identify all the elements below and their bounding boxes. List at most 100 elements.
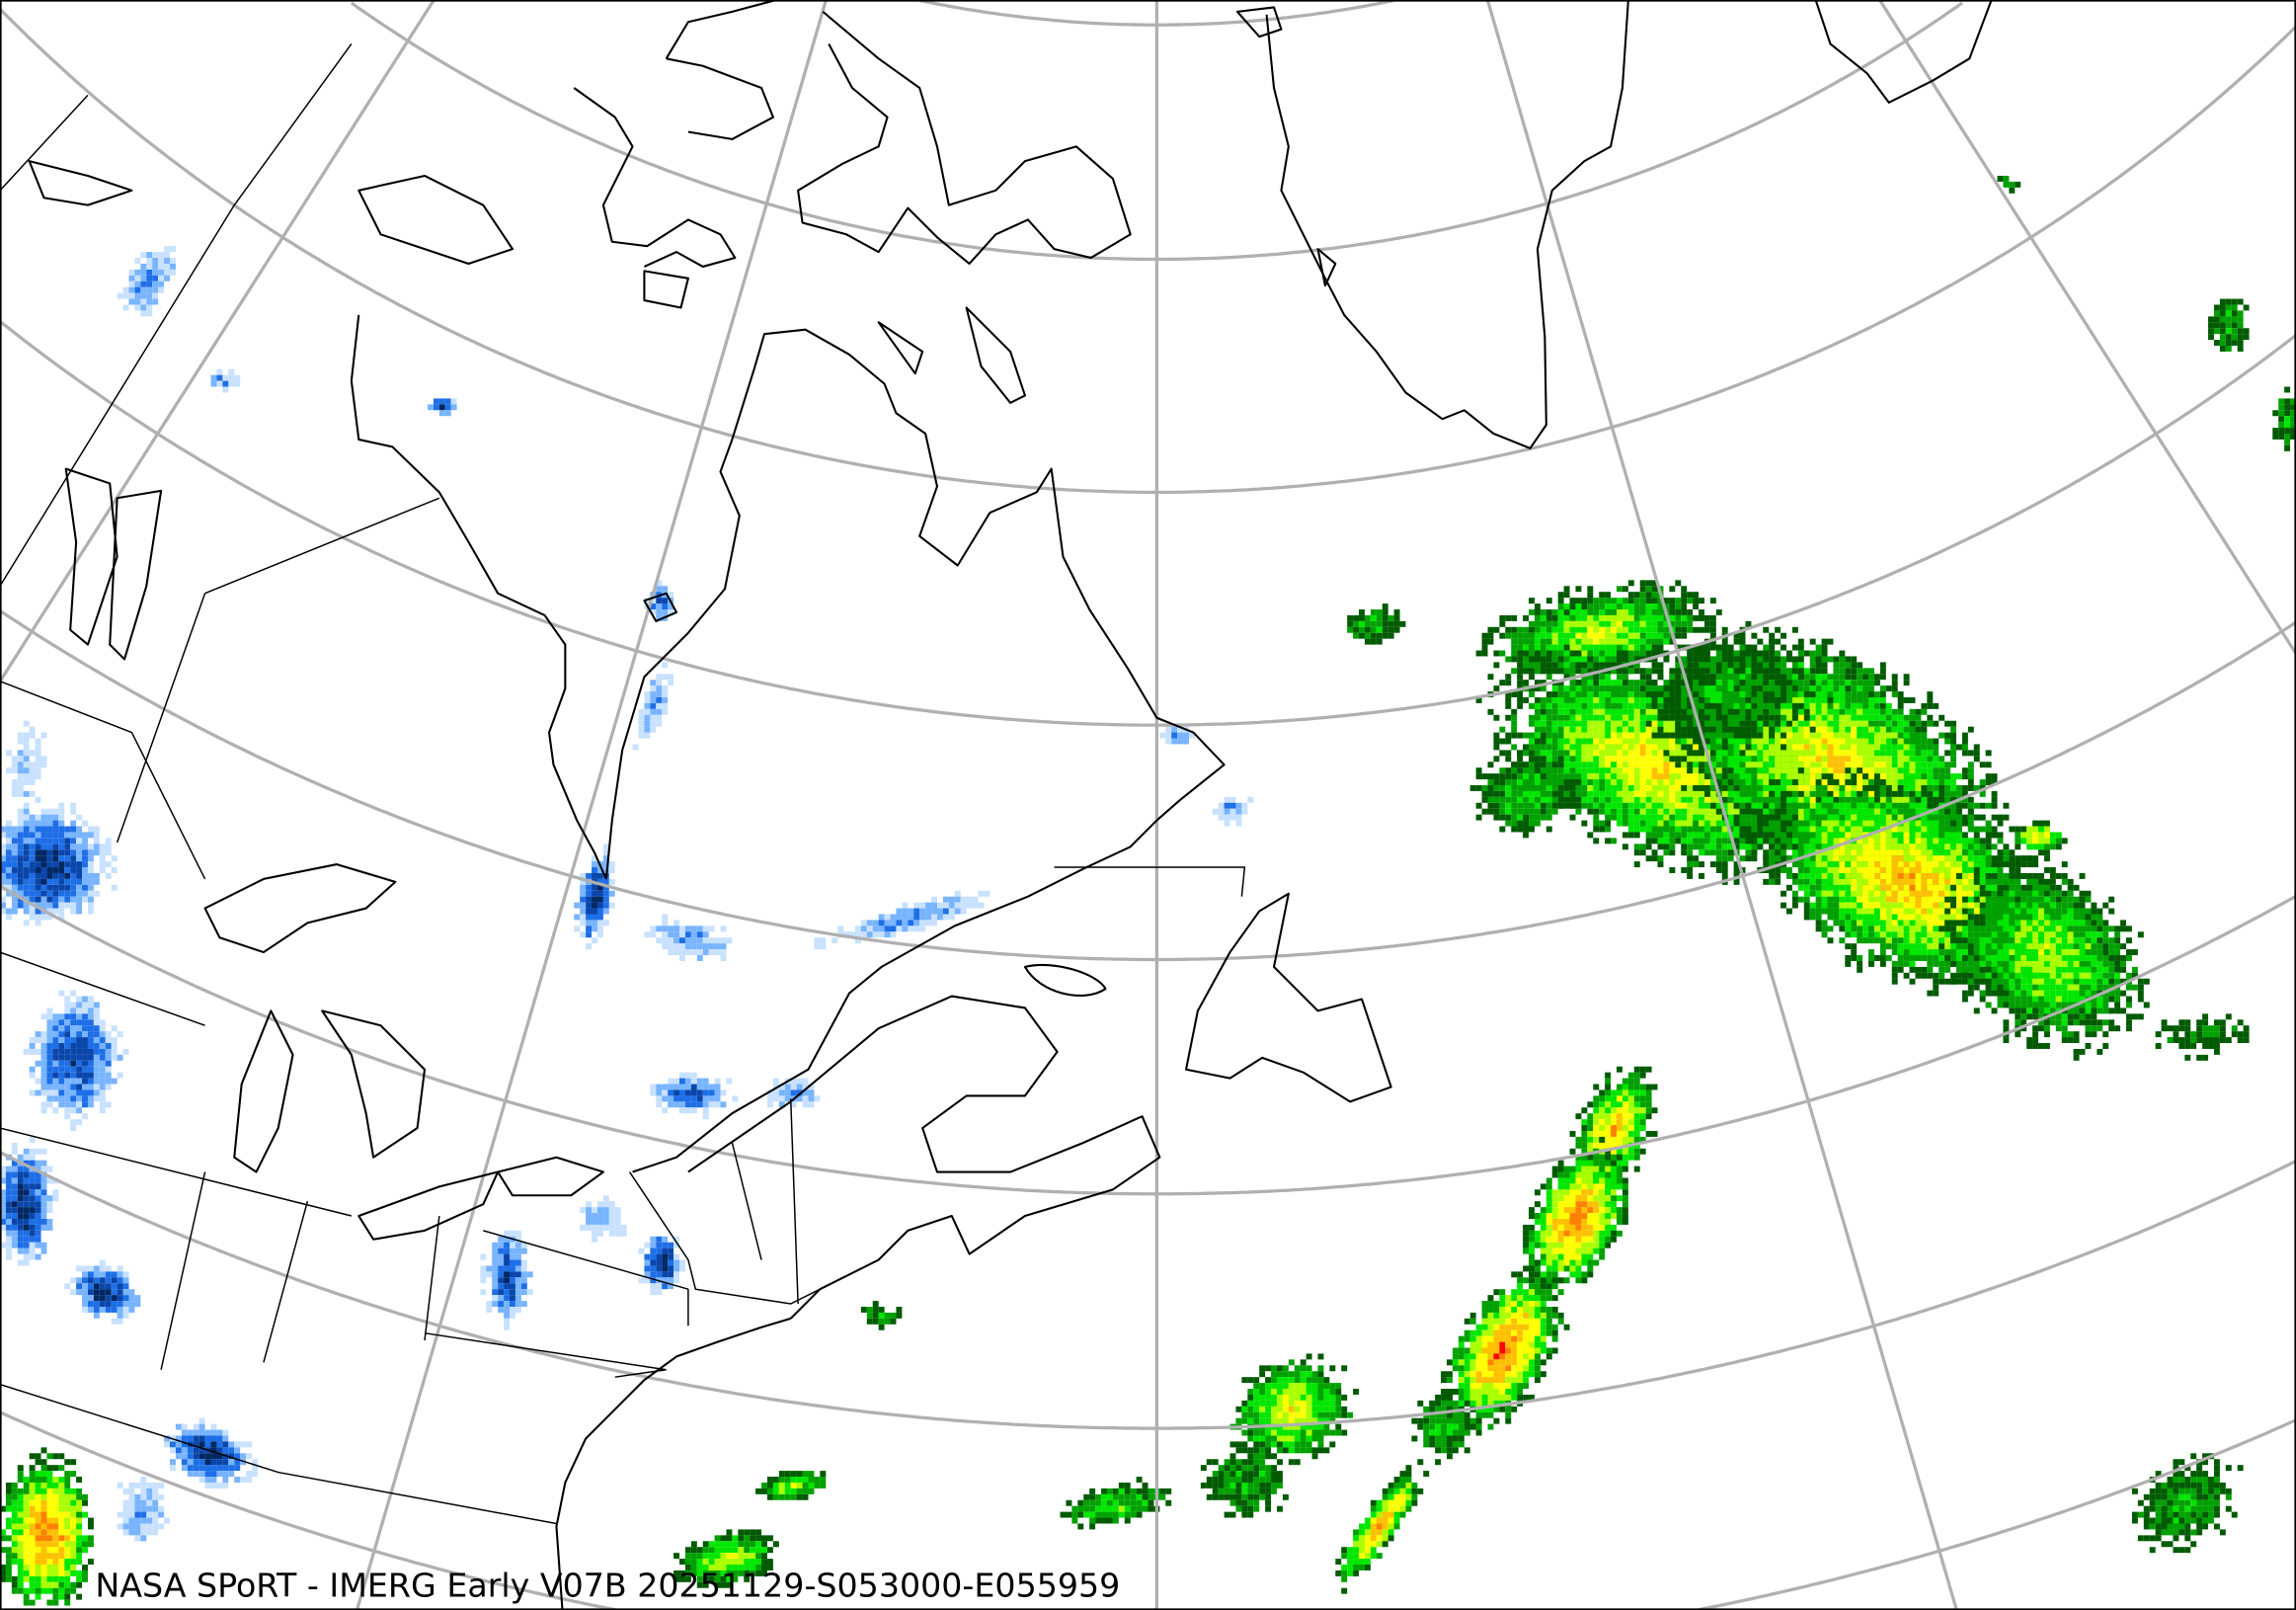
precip-cell <box>2043 960 2050 967</box>
precip-cell <box>2073 1031 2080 1038</box>
precip-cell <box>1645 767 1652 774</box>
precip-cell <box>1581 802 1588 809</box>
precip-cell <box>1933 796 1940 803</box>
precip-cell <box>1627 614 1634 621</box>
precip-cell <box>1593 838 1600 845</box>
precip-cell <box>2085 908 2092 915</box>
precip-cell <box>1815 820 1822 827</box>
precip-cell <box>1909 872 1916 879</box>
precip-cell <box>1851 878 1858 885</box>
precip-cell <box>1669 620 1676 627</box>
precip-cell <box>1581 638 1588 645</box>
precip-cell <box>1933 920 1940 926</box>
precip-cell <box>1961 790 1968 797</box>
precip-cell <box>1511 714 1518 721</box>
precip-cell <box>1909 738 1916 745</box>
precip-cell <box>1599 762 1606 768</box>
precip-cell <box>2067 972 2074 979</box>
precip-cell <box>2067 931 2074 938</box>
precip-cell <box>1645 592 1652 599</box>
precip-cell <box>1897 826 1904 833</box>
precip-cell <box>1581 756 1588 763</box>
precip-cell <box>1622 650 1628 657</box>
precip-cell <box>1739 838 1746 845</box>
precip-cell <box>1868 814 1874 821</box>
precip-cell <box>1675 644 1682 651</box>
precip-cell <box>1669 790 1676 797</box>
precip-cell <box>1611 638 1617 645</box>
precip-cell <box>1868 884 1874 891</box>
precip-cell <box>1885 784 1892 791</box>
precip-cell <box>2049 943 2056 950</box>
precip-cell <box>1967 931 1974 938</box>
precip-cell <box>1687 750 1694 757</box>
precip-cell <box>1845 691 1852 697</box>
precip-cell <box>1803 674 1810 681</box>
precip-cell <box>1611 838 1617 845</box>
precip-cell <box>2049 920 2056 926</box>
precip-cell <box>1891 820 1898 827</box>
precip-cell <box>1775 638 1781 645</box>
precip-cell <box>1921 708 1928 715</box>
precip-cell <box>1939 820 1945 827</box>
precip-cell <box>1709 832 1716 839</box>
precip-cell <box>1927 896 1934 903</box>
precip-cell <box>1781 644 1786 651</box>
precip-cell <box>1803 779 1810 785</box>
precip-cell <box>1511 638 1518 645</box>
precip-cell <box>1627 796 1634 803</box>
precip-cell <box>1611 802 1617 809</box>
precip-cell <box>1979 937 1986 944</box>
precip-cell <box>1821 726 1828 733</box>
precip-cell <box>1921 738 1928 745</box>
precip-cell <box>1645 598 1652 604</box>
precip-cell <box>1545 662 1552 669</box>
precip-cell <box>1927 914 1934 921</box>
precip-cell <box>1675 802 1682 809</box>
precip-cell <box>1851 914 1858 921</box>
precip-cell <box>1885 867 1892 873</box>
precip-cell <box>1669 808 1676 815</box>
precip-cell <box>1599 808 1606 815</box>
precip-cell <box>1973 802 1980 809</box>
precip-cell <box>1955 908 1962 915</box>
precip-cell <box>2026 926 2033 932</box>
precip-cell <box>1839 779 1846 785</box>
precip-cell <box>1551 662 1558 669</box>
precip-cell <box>1587 832 1594 839</box>
precip-cell <box>1593 662 1600 669</box>
precip-cell <box>1557 608 1564 615</box>
precip-cell <box>1961 878 1968 885</box>
precip-cell <box>1803 861 1810 868</box>
precip-cell <box>2026 872 2033 879</box>
precip-cell <box>1651 650 1658 657</box>
precip-cell <box>1675 738 1682 745</box>
precip-cell <box>1921 726 1928 733</box>
precip-cell <box>1961 890 1968 897</box>
precip-cell <box>1857 826 1863 833</box>
precip-cell <box>1599 773 1606 780</box>
precip-cell <box>1909 966 1916 973</box>
precip-cell <box>1857 784 1863 791</box>
precip-cell <box>2102 949 2109 956</box>
precip-cell <box>1775 855 1781 862</box>
precip-cell <box>1897 896 1904 903</box>
precip-cell <box>1944 750 1951 757</box>
precip-cell <box>2085 1002 2092 1008</box>
precip-cell <box>2097 931 2103 938</box>
precip-cell <box>1950 960 1956 967</box>
precip-cell <box>1627 726 1634 733</box>
precip-cell <box>1687 614 1694 621</box>
precip-cell <box>1511 668 1518 675</box>
precip-cell <box>1575 762 1582 768</box>
precip-cell <box>1657 826 1664 833</box>
precip-cell <box>1769 744 1776 751</box>
precip-cell <box>1587 726 1594 733</box>
precip-cell <box>1663 638 1670 645</box>
precip-cell <box>2043 955 2050 961</box>
precip-cell <box>1599 826 1606 833</box>
precip-cell <box>2073 937 2080 944</box>
precip-cell <box>1879 662 1886 669</box>
precip-cell <box>1868 779 1874 785</box>
precip-cell <box>1845 680 1852 686</box>
